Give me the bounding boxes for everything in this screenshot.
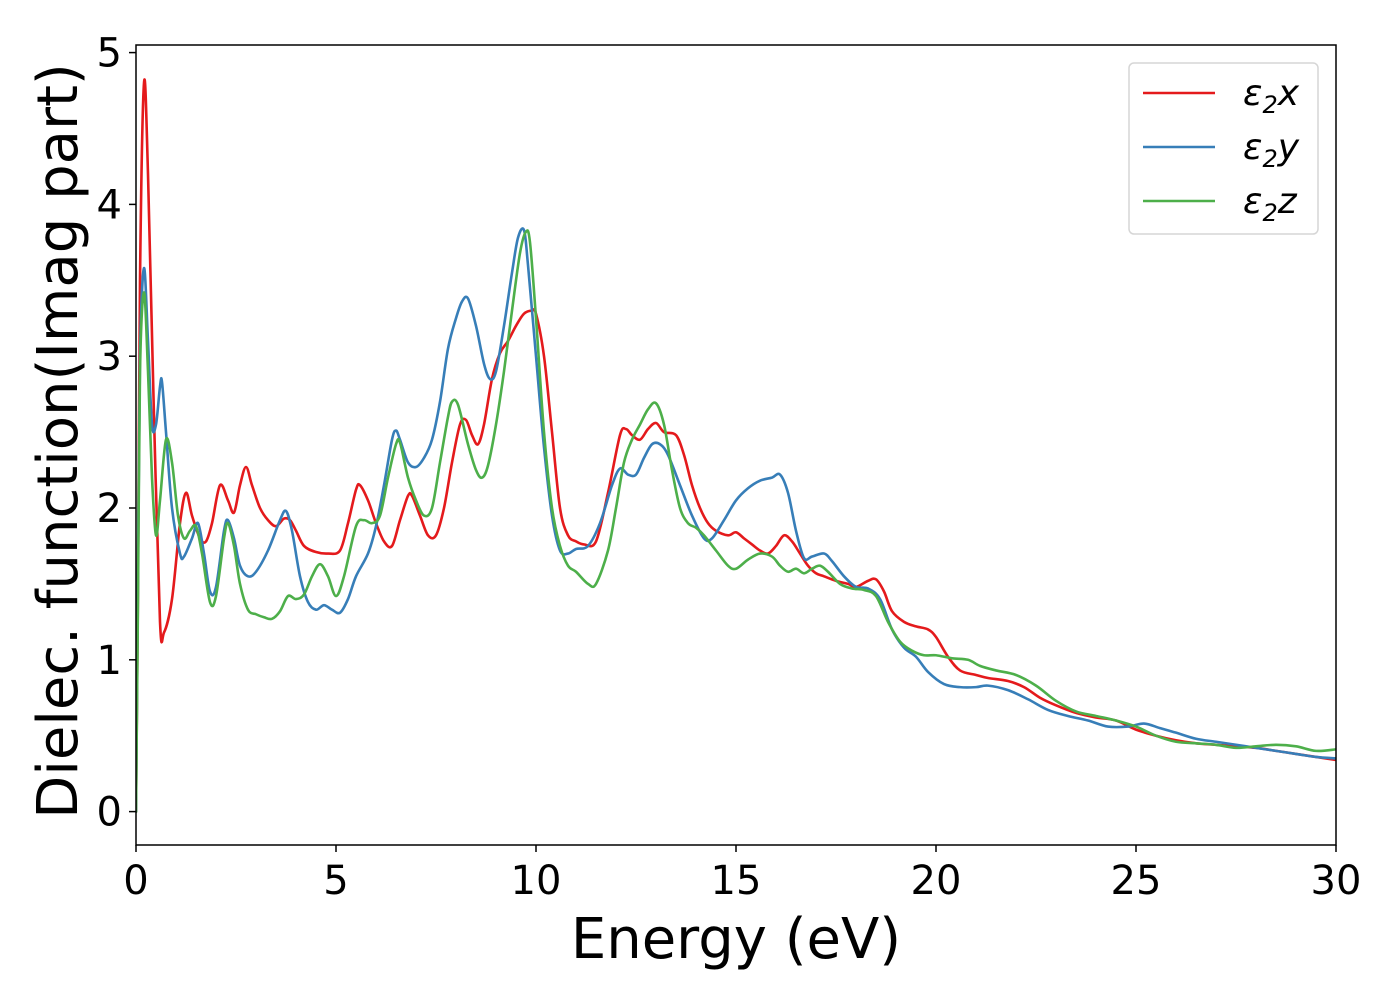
x-tick-label: 10 bbox=[511, 858, 562, 904]
legend-label-z: ε2z bbox=[1243, 181, 1298, 227]
legend-label-suffix: y bbox=[1277, 127, 1300, 168]
series-line-y bbox=[136, 227, 1336, 813]
y-tick-label: 3 bbox=[97, 334, 122, 380]
legend-label-subscript: 2 bbox=[1262, 145, 1277, 173]
series-layer bbox=[136, 78, 1336, 813]
x-tick-label: 15 bbox=[711, 858, 762, 904]
x-axis-label: Energy (eV) bbox=[571, 907, 901, 972]
y-tick-label: 2 bbox=[97, 486, 122, 532]
y-tick-label: 0 bbox=[97, 790, 122, 836]
legend-label-subscript: 2 bbox=[1262, 91, 1277, 119]
series-line-z bbox=[136, 229, 1336, 813]
legend-box bbox=[1128, 62, 1319, 235]
x-tick-label: 20 bbox=[911, 858, 962, 904]
legend-label-suffix: z bbox=[1277, 181, 1298, 222]
x-tick-label: 5 bbox=[323, 858, 348, 904]
legend-label-x: ε2x bbox=[1243, 73, 1300, 119]
x-tick-label: 30 bbox=[1311, 858, 1362, 904]
x-axis-ticks: 0 5 10 15 20 25 30 bbox=[123, 845, 1361, 904]
legend-label-suffix: x bbox=[1277, 73, 1300, 114]
legend-label-base: ε bbox=[1243, 127, 1262, 168]
y-axis-ticks: 0 1 2 3 4 5 bbox=[97, 31, 136, 836]
y-axis-label: Dielec. function(Imag part) bbox=[26, 63, 91, 819]
x-tick-label: 25 bbox=[1111, 858, 1162, 904]
y-tick-label: 1 bbox=[97, 638, 122, 684]
legend-label-base: ε bbox=[1243, 73, 1262, 114]
y-tick-label: 5 bbox=[97, 31, 122, 77]
x-tick-label: 0 bbox=[123, 858, 148, 904]
legend-label-y: ε2y bbox=[1243, 127, 1300, 173]
y-tick-label: 4 bbox=[97, 182, 122, 228]
legend-label-base: ε bbox=[1243, 181, 1262, 222]
legend-label-subscript: 2 bbox=[1262, 199, 1277, 227]
series-line-x bbox=[136, 78, 1336, 813]
